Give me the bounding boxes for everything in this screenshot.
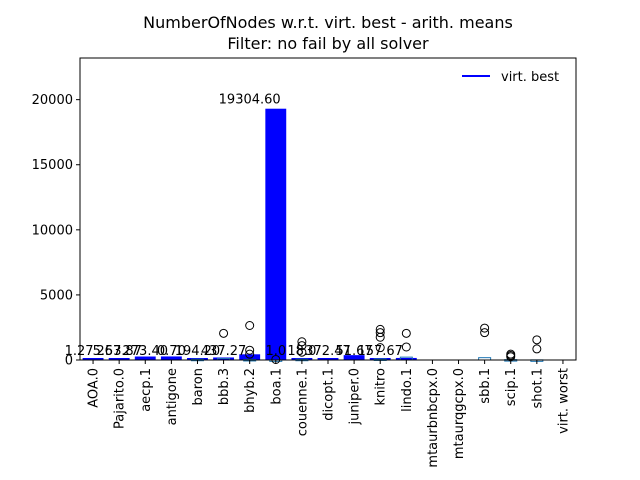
bar-value-label: 157.67 [357, 344, 403, 359]
bar-value-label: 1.0 [265, 344, 286, 359]
bar-value-label: 1.27 [65, 344, 94, 359]
bar-boa.1 [265, 108, 287, 360]
x-tick-label: bhyb.2 [243, 368, 258, 413]
outlier-point [401, 342, 411, 352]
plot-frame [79, 57, 577, 361]
outlier-point [375, 328, 385, 338]
x-tick-label: antigone [165, 368, 180, 425]
y-tick-label: 15000 [32, 158, 73, 173]
bar-dicopt.1 [317, 358, 339, 360]
bar-value-label: 18.0 [287, 344, 316, 359]
x-tick-label: baron [191, 368, 206, 405]
outlier-point [297, 347, 307, 357]
x-tick-label: couenne.1 [295, 368, 310, 436]
bar-value-label: 0.70 [157, 344, 186, 359]
bar-value-label: 273.40 [123, 344, 169, 359]
x-tick-label: knitro [374, 368, 389, 406]
bar-AOA.0 [82, 358, 104, 360]
bar-value-label: 51.67 [335, 344, 372, 359]
outlier-point [245, 345, 255, 355]
outlier-point [245, 321, 255, 331]
bar-value-label: 437.27 [201, 344, 247, 359]
outlier-point [532, 344, 542, 354]
bar-juniper.0 [343, 355, 365, 360]
bar-value-label: 267.87 [96, 344, 142, 359]
outlier-point [219, 328, 229, 338]
bar-antigone [160, 356, 182, 360]
outlier-point [375, 343, 385, 353]
bar-value-label: 194.20 [175, 344, 221, 359]
bar-value-label: 372.47 [305, 344, 351, 359]
bar-value-label: 19304.60 [219, 93, 281, 108]
bar-bhyb.2 [239, 354, 261, 360]
chart-title-line2: Filter: no fail by all solver [227, 34, 429, 53]
y-tick-label: 20000 [32, 93, 73, 108]
x-tick-label: bbb.3 [217, 368, 232, 405]
x-tick-label: juniper.0 [348, 368, 363, 426]
y-tick-label: 10000 [32, 223, 73, 238]
x-tick-label: shot.1 [530, 368, 545, 408]
outlier-point [245, 349, 255, 359]
bar-lindo.1 [395, 357, 417, 360]
outlier-point [401, 328, 411, 338]
x-tick-label: aecp.1 [139, 368, 154, 412]
x-tick-label: mtaurbnbcpx.0 [426, 368, 441, 468]
chart-title-line1: NumberOfNodes w.r.t. virt. best - arith.… [143, 13, 513, 32]
x-tick-label: Pajarito.0 [113, 368, 128, 429]
outlier-point [480, 328, 490, 338]
y-tick-label: 0 [65, 354, 73, 369]
legend-label: virt. best [501, 70, 559, 85]
bar-value-label: 5.53 [93, 344, 122, 359]
bar-aecp.1 [134, 356, 156, 360]
x-tick-label: scip.1 [504, 368, 519, 406]
x-tick-label: sbb.1 [478, 368, 493, 404]
bar-Pajarito.0 [108, 358, 130, 360]
outlier-point [297, 341, 307, 351]
legend: virt. best [462, 70, 559, 85]
x-tick-label: lindo.1 [400, 368, 415, 412]
outlier-point [375, 332, 385, 342]
outlier-point [297, 337, 307, 347]
x-tick-label: boa.1 [269, 368, 284, 405]
outlier-point [480, 323, 490, 333]
x-tick-label: virt. worst [556, 368, 571, 434]
x-tick-label: mtaurqgcpx.0 [452, 368, 467, 459]
x-tick-label: dicopt.1 [322, 368, 337, 421]
outlier-point [532, 335, 542, 345]
x-tick-label: AOA.0 [87, 368, 102, 408]
y-tick-label: 5000 [40, 288, 73, 303]
